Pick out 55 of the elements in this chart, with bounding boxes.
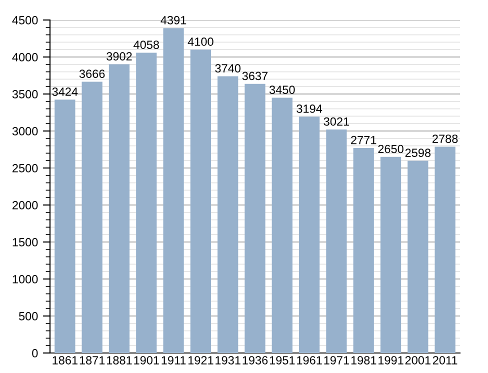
data-label: 3637 [242,72,268,80]
x-tick-label: 1881 [107,356,132,364]
y-tick-label: 4000 [12,53,38,62]
data-label: 4100 [188,38,214,46]
x-tick-label: 1931 [216,356,240,364]
x-tick-label: 1901 [134,356,159,364]
bar [190,50,212,353]
data-label: 3194 [296,104,322,113]
data-label: 3450 [269,86,295,94]
data-label: 4058 [134,40,160,49]
x-tick-label: 1911 [162,356,186,364]
data-label: 3424 [52,88,78,96]
y-tick-label: 0 [32,349,38,358]
data-label: 2598 [405,148,431,158]
x-tick-label: 2001 [405,356,430,364]
y-tick-label: 2000 [12,201,38,210]
y-tick-label: 2500 [12,164,38,172]
bar [272,98,292,353]
bar [108,64,130,353]
y-tick-label: 500 [18,312,38,320]
data-label: 3740 [215,64,241,73]
bar [54,100,76,353]
y-tick-label: 1500 [12,238,38,246]
x-tick-label: 2011 [432,356,458,364]
x-tick-label: 1971 [324,356,350,364]
y-tick-label: 1000 [12,275,38,284]
x-tick-label: 1936 [242,356,268,364]
y-tick-label: 3000 [12,127,38,136]
x-tick-label: 1981 [351,356,376,364]
x-tick-label: 1961 [297,356,322,364]
bar [353,148,374,353]
bar [298,116,320,353]
data-label: 3666 [79,70,105,78]
data-label: 3021 [324,117,350,126]
bar [326,129,347,353]
x-tick-label: 1921 [188,356,214,364]
y-tick-label: 3500 [12,90,38,98]
bar [82,82,102,353]
bar [163,28,184,353]
bar [218,76,238,353]
data-label: 4391 [160,16,186,24]
bar [136,52,157,353]
x-tick-label: 1991 [378,356,404,364]
x-tick-label: 1861 [52,356,78,364]
y-tick-label: 4500 [12,16,38,24]
bar [244,84,266,353]
x-tick-label: 1871 [80,356,105,364]
data-label: 2771 [351,136,376,144]
bar [434,146,456,353]
data-label: 2650 [378,144,404,154]
bar [380,156,402,353]
x-tick-label: 1951 [270,356,295,364]
bar [408,160,428,353]
data-label: 3902 [106,52,132,61]
data-label: 2788 [432,134,458,143]
